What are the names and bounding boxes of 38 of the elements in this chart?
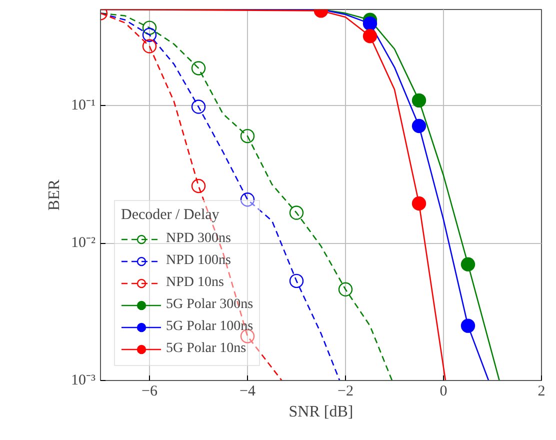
x-tick-label: 2 bbox=[538, 384, 546, 400]
line-series bbox=[100, 12, 340, 380]
point bbox=[142, 28, 157, 42]
point bbox=[362, 16, 378, 31]
x-tick-label: −2 bbox=[338, 384, 354, 400]
legend-label: NPD 10ns bbox=[166, 275, 224, 291]
point bbox=[412, 196, 426, 211]
y-tick-label: 10⁻² bbox=[71, 235, 96, 252]
line-series bbox=[100, 12, 393, 380]
legend-label: 5G Polar 10ns bbox=[166, 341, 246, 357]
x-tick-label: −6 bbox=[142, 384, 158, 400]
y-axis-title: BER bbox=[46, 179, 64, 211]
x-tick-label: 0 bbox=[440, 384, 448, 400]
x-tick-label: −4 bbox=[240, 384, 256, 400]
point bbox=[142, 39, 157, 54]
legend-label: 5G Polar 300ns bbox=[166, 297, 254, 313]
point bbox=[289, 206, 304, 220]
line-series bbox=[100, 12, 282, 380]
y-tick-label: 10⁻³ bbox=[71, 372, 96, 388]
point bbox=[240, 192, 255, 207]
point bbox=[240, 128, 255, 144]
point bbox=[460, 257, 476, 272]
y-tick-label: 10⁻¹ bbox=[71, 98, 96, 114]
point bbox=[362, 29, 378, 44]
point bbox=[191, 178, 206, 194]
point bbox=[338, 282, 353, 296]
x-axis-title: SNR [dB] bbox=[288, 404, 354, 420]
point bbox=[289, 274, 304, 288]
legend-title: Decoder / Delay bbox=[121, 207, 220, 224]
point bbox=[142, 20, 157, 35]
point bbox=[412, 118, 426, 134]
point bbox=[191, 100, 206, 114]
legend-label: NPD 300ns bbox=[166, 231, 231, 247]
point bbox=[460, 318, 476, 333]
legend-label: 5G Polar 100ns bbox=[166, 319, 254, 335]
legend-label: NPD 100ns bbox=[166, 253, 231, 269]
point bbox=[191, 61, 206, 76]
point bbox=[412, 93, 426, 108]
